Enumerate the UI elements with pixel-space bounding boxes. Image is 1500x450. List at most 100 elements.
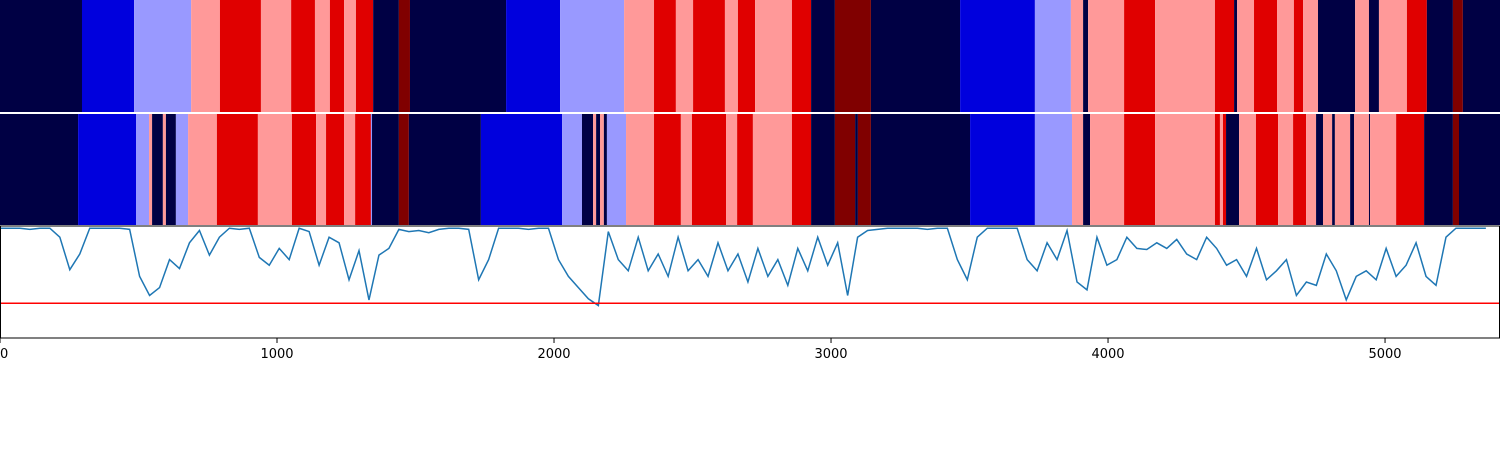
segment bbox=[693, 0, 725, 112]
segment bbox=[344, 0, 356, 112]
segment bbox=[1214, 114, 1220, 225]
segment bbox=[1155, 0, 1215, 112]
segment bbox=[1462, 0, 1500, 112]
segment bbox=[1124, 0, 1156, 112]
axes-frame bbox=[0, 225, 1500, 339]
segment bbox=[1219, 114, 1223, 225]
segment bbox=[791, 0, 812, 112]
segment bbox=[600, 114, 604, 225]
segment bbox=[626, 114, 655, 225]
segment bbox=[1222, 114, 1227, 225]
segment bbox=[191, 0, 220, 112]
segment bbox=[855, 114, 858, 225]
segment bbox=[314, 0, 330, 112]
x-tick-label: 1000 bbox=[260, 347, 293, 362]
segment bbox=[870, 0, 961, 112]
segment bbox=[409, 0, 507, 112]
segment bbox=[581, 114, 594, 225]
segment bbox=[593, 114, 597, 225]
segment bbox=[791, 114, 812, 225]
segment bbox=[0, 114, 79, 225]
segment bbox=[1452, 0, 1463, 112]
segment bbox=[654, 114, 681, 225]
segment bbox=[726, 114, 738, 225]
segment bbox=[811, 0, 835, 112]
segment bbox=[329, 0, 345, 112]
x-tick-label: 0 bbox=[0, 347, 8, 362]
segment bbox=[1083, 114, 1091, 225]
segment bbox=[1322, 114, 1333, 225]
segment bbox=[606, 114, 627, 225]
segment bbox=[165, 114, 176, 225]
segment bbox=[1090, 114, 1125, 225]
segment bbox=[1350, 114, 1355, 225]
segment bbox=[1034, 0, 1071, 112]
segment bbox=[162, 114, 166, 225]
segment bbox=[1277, 0, 1294, 112]
segment bbox=[1214, 0, 1235, 112]
segment bbox=[1083, 0, 1089, 112]
segment bbox=[1355, 0, 1369, 112]
segment bbox=[373, 0, 399, 112]
segment bbox=[596, 114, 600, 225]
segment bbox=[1234, 0, 1238, 112]
segment bbox=[624, 0, 655, 112]
segment bbox=[355, 114, 371, 225]
segment bbox=[372, 114, 399, 225]
segment bbox=[1155, 114, 1215, 225]
segment bbox=[675, 0, 694, 112]
segment bbox=[326, 114, 345, 225]
segment bbox=[1072, 114, 1084, 225]
segment bbox=[691, 114, 727, 225]
segment bbox=[1316, 114, 1323, 225]
segment bbox=[737, 114, 753, 225]
segment bbox=[737, 0, 756, 112]
segment bbox=[398, 114, 409, 225]
segment bbox=[0, 0, 82, 112]
x-tick-label: 5000 bbox=[1368, 347, 1401, 362]
segment bbox=[149, 114, 153, 225]
segment bbox=[136, 114, 150, 225]
segment bbox=[1424, 114, 1453, 225]
segment bbox=[291, 114, 317, 225]
segment bbox=[834, 114, 856, 225]
segment bbox=[1332, 114, 1335, 225]
segment bbox=[1303, 0, 1319, 112]
segment bbox=[134, 0, 192, 112]
segment bbox=[1254, 0, 1278, 112]
segment bbox=[344, 114, 356, 225]
segment bbox=[1368, 114, 1371, 225]
segment bbox=[1378, 0, 1407, 112]
segment bbox=[752, 114, 792, 225]
data-line bbox=[0, 227, 1486, 307]
segment bbox=[1354, 114, 1369, 225]
segment bbox=[1070, 0, 1084, 112]
segment bbox=[1452, 114, 1460, 225]
segment bbox=[506, 0, 561, 112]
segment bbox=[260, 0, 292, 112]
segment bbox=[755, 0, 792, 112]
segment bbox=[680, 114, 692, 225]
segment bbox=[960, 0, 1035, 112]
segment bbox=[188, 114, 217, 225]
segment bbox=[1370, 114, 1397, 225]
segment bbox=[219, 0, 261, 112]
segment bbox=[291, 0, 315, 112]
segment bbox=[1396, 114, 1425, 225]
segment bbox=[1318, 0, 1356, 112]
segment bbox=[398, 0, 410, 112]
segment bbox=[1226, 114, 1240, 225]
segment bbox=[857, 114, 871, 225]
x-tick-label: 3000 bbox=[814, 347, 847, 362]
segment bbox=[370, 114, 373, 225]
segment bbox=[1034, 114, 1073, 225]
segment bbox=[870, 114, 971, 225]
segment bbox=[1278, 114, 1294, 225]
segment bbox=[1406, 0, 1427, 112]
segment bbox=[216, 114, 258, 225]
segment bbox=[408, 114, 481, 225]
segment bbox=[1237, 0, 1255, 112]
segment bbox=[1293, 114, 1307, 225]
